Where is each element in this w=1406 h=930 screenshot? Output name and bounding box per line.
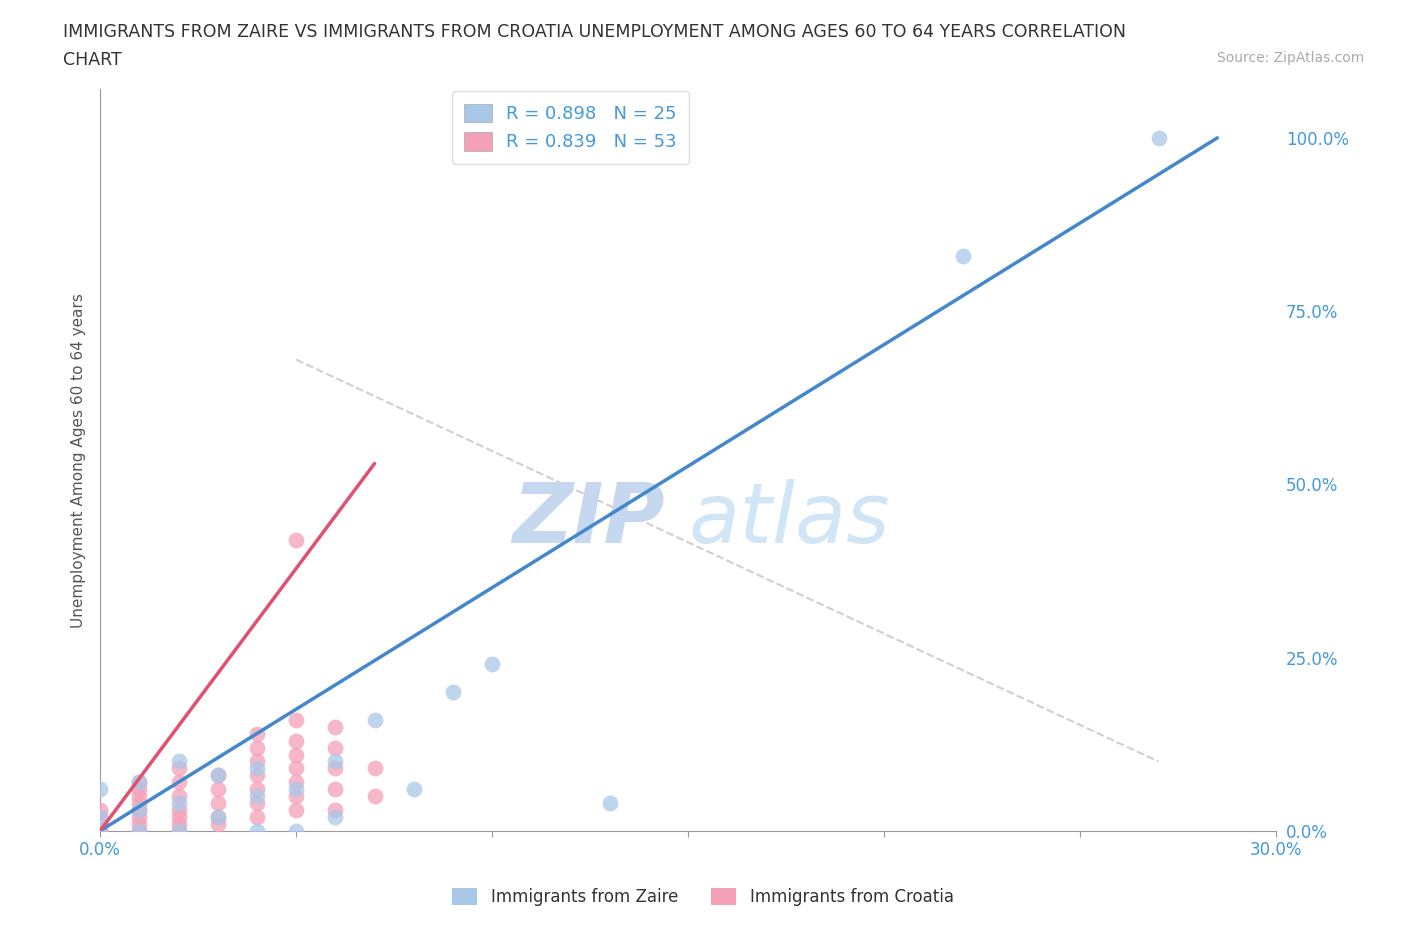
Point — [246, 754, 269, 769]
Point — [323, 809, 346, 824]
Point — [89, 823, 111, 838]
Point — [285, 789, 308, 804]
Point — [246, 768, 269, 783]
Point — [207, 768, 229, 783]
Point — [207, 817, 229, 831]
Point — [323, 740, 346, 755]
Point — [89, 823, 111, 838]
Point — [323, 720, 346, 735]
Point — [481, 658, 503, 672]
Point — [285, 803, 308, 817]
Text: Source: ZipAtlas.com: Source: ZipAtlas.com — [1216, 51, 1364, 65]
Point — [363, 712, 385, 727]
Point — [1147, 130, 1170, 145]
Point — [363, 789, 385, 804]
Point — [167, 789, 190, 804]
Point — [402, 782, 425, 797]
Point — [599, 796, 621, 811]
Point — [285, 712, 308, 727]
Text: CHART: CHART — [63, 51, 122, 69]
Point — [89, 823, 111, 838]
Point — [246, 726, 269, 741]
Point — [89, 823, 111, 838]
Point — [167, 823, 190, 838]
Point — [89, 809, 111, 824]
Point — [246, 782, 269, 797]
Point — [323, 754, 346, 769]
Text: atlas: atlas — [688, 479, 890, 560]
Point — [167, 823, 190, 838]
Point — [167, 817, 190, 831]
Point — [89, 782, 111, 797]
Point — [128, 789, 150, 804]
Point — [285, 747, 308, 762]
Y-axis label: Unemployment Among Ages 60 to 64 years: Unemployment Among Ages 60 to 64 years — [72, 293, 86, 628]
Point — [89, 823, 111, 838]
Point — [167, 796, 190, 811]
Text: IMMIGRANTS FROM ZAIRE VS IMMIGRANTS FROM CROATIA UNEMPLOYMENT AMONG AGES 60 TO 6: IMMIGRANTS FROM ZAIRE VS IMMIGRANTS FROM… — [63, 23, 1126, 41]
Point — [128, 823, 150, 838]
Point — [363, 761, 385, 776]
Point — [207, 809, 229, 824]
Point — [323, 761, 346, 776]
Point — [128, 775, 150, 790]
Point — [285, 823, 308, 838]
Point — [285, 782, 308, 797]
Point — [323, 803, 346, 817]
Point — [89, 823, 111, 838]
Point — [246, 740, 269, 755]
Point — [207, 809, 229, 824]
Point — [128, 775, 150, 790]
Point — [285, 775, 308, 790]
Point — [128, 803, 150, 817]
Point — [128, 823, 150, 838]
Point — [246, 789, 269, 804]
Point — [128, 782, 150, 797]
Point — [285, 761, 308, 776]
Point — [323, 782, 346, 797]
Point — [285, 733, 308, 748]
Point — [128, 796, 150, 811]
Point — [167, 761, 190, 776]
Point — [952, 248, 974, 263]
Point — [89, 817, 111, 831]
Point — [89, 809, 111, 824]
Point — [246, 809, 269, 824]
Point — [441, 684, 464, 699]
Point — [128, 817, 150, 831]
Legend: R = 0.898   N = 25, R = 0.839   N = 53: R = 0.898 N = 25, R = 0.839 N = 53 — [451, 91, 689, 164]
Legend: Immigrants from Zaire, Immigrants from Croatia: Immigrants from Zaire, Immigrants from C… — [446, 881, 960, 912]
Point — [89, 803, 111, 817]
Point — [167, 803, 190, 817]
Point — [167, 809, 190, 824]
Point — [89, 817, 111, 831]
Point — [207, 782, 229, 797]
Point — [128, 823, 150, 838]
Point — [246, 796, 269, 811]
Point — [246, 823, 269, 838]
Point — [285, 532, 308, 547]
Point — [167, 775, 190, 790]
Point — [167, 754, 190, 769]
Point — [89, 823, 111, 838]
Point — [128, 809, 150, 824]
Point — [207, 768, 229, 783]
Point — [207, 796, 229, 811]
Text: ZIP: ZIP — [512, 479, 665, 560]
Point — [128, 803, 150, 817]
Point — [246, 761, 269, 776]
